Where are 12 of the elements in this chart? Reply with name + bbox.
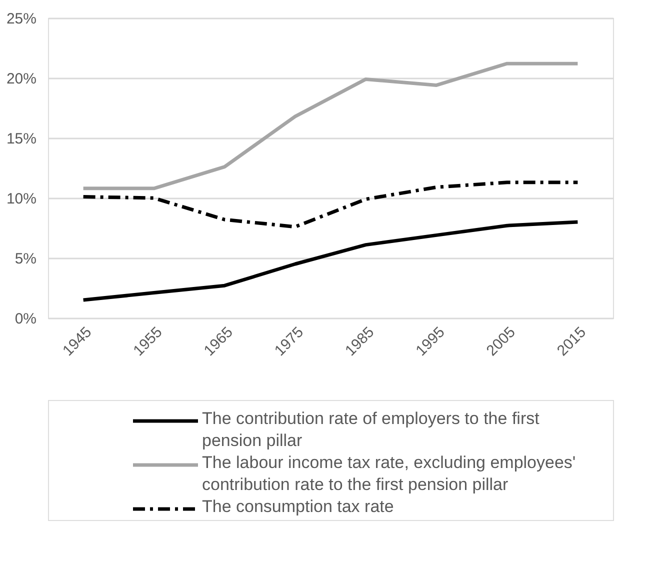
y-tick-label: 10%	[6, 190, 36, 208]
y-tick-label: 5%	[14, 250, 36, 268]
y-tick-label: 15%	[6, 130, 36, 148]
y-tick-label: 25%	[6, 10, 36, 28]
line-series	[82, 220, 580, 302]
line-series	[82, 62, 580, 190]
legend-label: The contribution rate of employers to the first pension pillar	[202, 409, 540, 450]
y-tick-label: 0%	[14, 310, 36, 328]
legend-label: The labour income tax rate, excluding employees' contribution rate to the first pension pillar	[202, 453, 576, 494]
y-tick-label: 20%	[6, 70, 36, 88]
legend-label: The consumption tax rate	[202, 497, 394, 516]
line-series	[82, 180, 580, 229]
